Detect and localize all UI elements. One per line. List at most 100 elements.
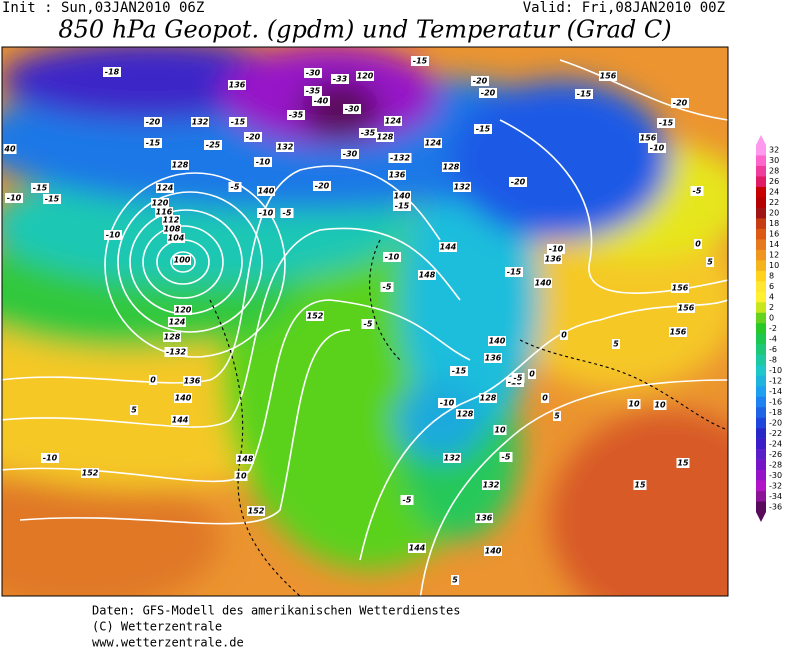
contour-label: 128 [457,410,474,419]
contour-label-box [183,376,201,386]
contour-label-box [471,76,489,86]
colorbar-label: -2 [769,324,777,333]
colorbar-box [756,302,766,314]
contour-label: -20 [673,99,688,108]
contour-label-box [505,267,523,277]
contour-label-box [276,142,294,152]
contour-label-box [156,183,174,193]
colorbar-box [756,270,766,282]
contour-label-box [443,453,461,463]
contour-label: -132 [166,348,186,357]
contour-label: -15 [231,118,246,127]
contour-label-box [442,162,460,172]
contour-label-box [534,278,552,288]
contour-label: 128 [164,333,181,342]
contour-label: 136 [476,514,493,523]
contour-label-box [541,393,549,403]
contour-label-box [694,239,702,249]
contour-label: -40 [314,97,329,106]
colorbar-label: 10 [769,261,779,270]
contour-label-box [171,160,189,170]
colorbar-box [756,165,766,177]
colorbar-box [756,354,766,366]
colorbar-label: -6 [769,345,777,354]
contour-label: -132 [390,154,410,163]
contour-label: 0 [695,240,701,249]
contour-label-box [456,409,474,419]
contour-label-box [361,319,375,329]
colorbar-label: 2 [769,303,774,312]
colorbar-label: -20 [769,418,782,427]
contour-label-box [411,56,429,66]
contour-label-box [257,208,275,218]
contour-label: -30 [343,150,358,159]
contour-label-box [653,400,667,410]
colorbar-label: 30 [769,156,779,165]
contour-label: 100 [174,256,191,265]
colorbar-label: -18 [769,408,782,417]
contour-label-box [560,330,568,340]
contour-label-box [451,575,459,585]
colorbar-box [756,438,766,450]
contour-label-box [648,143,666,153]
contour-label-box [553,411,561,421]
contour-label: -20 [315,182,330,191]
contour-label: 120 [152,199,169,208]
contour-label-box [343,104,361,114]
contour-label-box [475,513,493,523]
contour-label-box [163,332,181,342]
valid-time: Valid: Fri,08JAN2010 00Z [523,0,725,16]
contour-label-box [312,96,330,106]
contour-label-box [247,506,265,516]
contour-label-box [173,255,191,265]
contour-label-box [484,546,502,556]
footer-source: Daten: GFS-Modell des amerikanischen Wet… [92,604,460,618]
contour-label: -10 [106,231,121,240]
colorbar-label: -36 [769,502,782,511]
contour-label: 140 [485,547,502,556]
contour-label: -15 [45,195,60,204]
contour-label: 5 [554,412,560,421]
colorbar-label: 24 [769,188,779,197]
contour-label: -10 [7,194,22,203]
contour-label-box [657,118,675,128]
contour-label: -35 [306,87,321,96]
colorbar-box [756,312,766,324]
contour-label-box [144,138,162,148]
contour-label-box [479,393,497,403]
contour-label: -15 [395,202,410,211]
contour-label-box [706,257,714,267]
colorbar-box [756,218,766,230]
contour-label-box [418,270,436,280]
colorbar-label: -32 [769,481,782,490]
contour-label-box [676,458,690,468]
contour-label: -20 [246,133,261,142]
contour-label: 148 [419,271,436,280]
contour-label: -15 [146,139,161,148]
map-title: 850 hPa Geopot. (gpdm) und Temperatur (G… [58,16,671,44]
contour-label-box [151,198,169,208]
contour-label-box [528,369,536,379]
contour-label: 5 [131,406,137,415]
contour-label: 140 [394,192,411,201]
contour-label: 140 [258,187,275,196]
contour-label-box [280,208,294,218]
contour-label-box [164,347,188,357]
contour-label-box [388,170,406,180]
contour-label: -10 [259,209,274,218]
contour-label: 112 [163,216,180,225]
contour-label: -25 [206,141,221,150]
contour-label: 132 [454,183,471,192]
colorbar-box [756,260,766,272]
colorbar-box [756,197,766,209]
colorbar-label: -26 [769,450,782,459]
colorbar-label: 8 [769,272,774,281]
contour-label-box [3,144,17,154]
contour-label-box [43,194,61,204]
contour-label: 140 [175,394,192,403]
contour-label: 132 [192,118,209,127]
contour-label: 120 [175,306,192,315]
contour-label: -5 [231,183,240,192]
contour-label: 132 [483,481,500,490]
